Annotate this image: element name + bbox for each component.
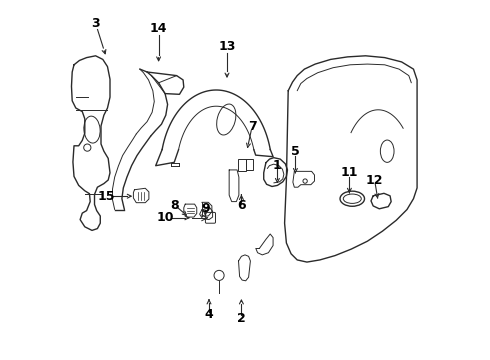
Text: 7: 7 xyxy=(248,120,257,132)
Text: 13: 13 xyxy=(219,40,236,53)
Text: 3: 3 xyxy=(91,17,100,30)
Text: 5: 5 xyxy=(291,145,300,158)
Text: 15: 15 xyxy=(98,190,115,203)
Text: 10: 10 xyxy=(157,211,174,224)
Text: 4: 4 xyxy=(205,309,213,321)
Text: 2: 2 xyxy=(237,312,246,325)
Text: 11: 11 xyxy=(341,166,358,179)
Text: 6: 6 xyxy=(237,199,245,212)
Text: 1: 1 xyxy=(273,159,282,172)
Text: 8: 8 xyxy=(171,199,179,212)
Text: 12: 12 xyxy=(366,174,383,186)
Text: 14: 14 xyxy=(150,22,168,35)
Text: 9: 9 xyxy=(201,202,210,215)
